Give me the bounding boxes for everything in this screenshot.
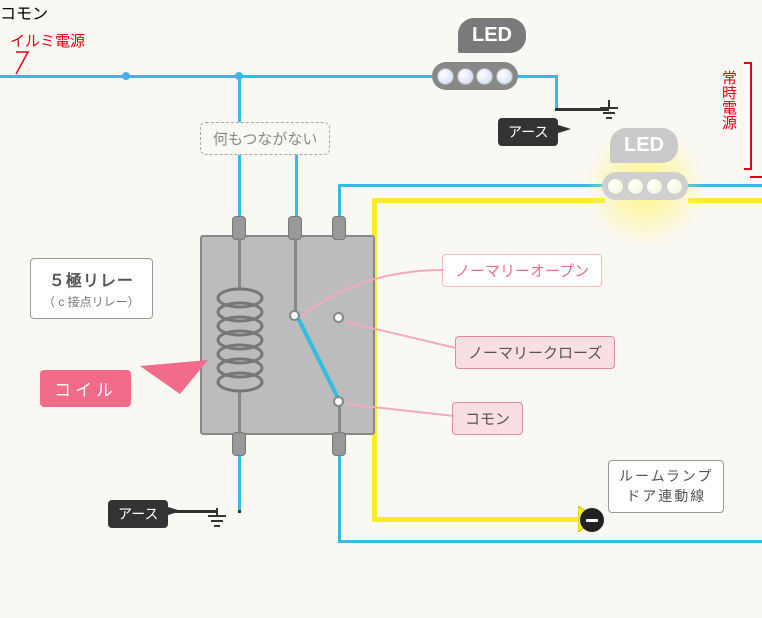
contact-no bbox=[289, 310, 300, 321]
contact-common bbox=[333, 396, 344, 407]
wire-common-right bbox=[338, 540, 762, 543]
relay-terminal bbox=[332, 216, 346, 240]
relay-inner-wire bbox=[338, 404, 341, 434]
led-badge-2: LED bbox=[610, 128, 678, 163]
normally-close-label: ノーマリークローズ bbox=[455, 336, 615, 369]
pointer-line bbox=[344, 402, 456, 420]
common-label: コモン bbox=[0, 0, 762, 24]
normally-open-label: ノーマリーオープン bbox=[442, 254, 602, 287]
led-badge-1: LED bbox=[458, 18, 526, 53]
node-dot bbox=[235, 72, 243, 80]
wire-yellow-bottom bbox=[372, 517, 582, 522]
wire-no-top bbox=[295, 150, 298, 220]
relay-terminal bbox=[332, 432, 346, 456]
constant-power-label: 常時電源 bbox=[718, 70, 739, 130]
wire-illumi-top bbox=[0, 75, 432, 78]
switch-arm bbox=[292, 312, 347, 408]
relay-inner-wire bbox=[294, 238, 297, 314]
speech-tail-icon bbox=[14, 50, 40, 76]
ground-label-1: アース bbox=[498, 118, 558, 146]
pointer-line bbox=[300, 268, 446, 320]
room-lamp-line1: ルームランプ bbox=[619, 467, 713, 487]
relay-inner-wire bbox=[238, 390, 241, 434]
coil-icon bbox=[214, 286, 266, 394]
relay-inner-wire bbox=[238, 238, 241, 290]
ground-tail-icon bbox=[165, 504, 183, 518]
no-connect-label: 何もつながない bbox=[200, 122, 330, 155]
ground-label-2: アース bbox=[108, 500, 168, 528]
node-dot bbox=[122, 72, 130, 80]
coil-pointer-icon bbox=[140, 360, 210, 394]
ground-icon bbox=[598, 100, 620, 122]
coil-label: コイル bbox=[40, 370, 131, 407]
wire-coil-bottom bbox=[238, 452, 241, 512]
wire-yellow-top-left bbox=[375, 198, 605, 203]
illumi-power-label: イルミ電源 bbox=[10, 30, 85, 51]
wire-common-down bbox=[338, 452, 341, 542]
led-module-2 bbox=[602, 172, 688, 200]
relay-terminal bbox=[288, 216, 302, 240]
led-module-1 bbox=[432, 62, 518, 90]
wire-led1-out bbox=[516, 75, 558, 78]
red-bracket-tail bbox=[750, 176, 762, 178]
relay-title-box: ５極リレー （ c 接点リレー） bbox=[30, 258, 153, 319]
relay-subtitle: （ c 接点リレー） bbox=[43, 293, 140, 310]
room-lamp-line2: ドア連動線 bbox=[619, 487, 713, 507]
room-lamp-box: ルームランプ ドア連動線 bbox=[608, 460, 724, 513]
wire-led1-gnd-vert bbox=[555, 75, 558, 110]
relay-title: ５極リレー bbox=[43, 267, 140, 291]
red-bracket bbox=[744, 62, 752, 170]
common-label: コモン bbox=[452, 402, 523, 435]
minus-icon bbox=[580, 508, 604, 532]
relay-terminal bbox=[232, 432, 246, 456]
pointer-line bbox=[344, 320, 458, 352]
wire-nc-to-led2 bbox=[338, 184, 605, 187]
ground-tail-icon bbox=[555, 122, 573, 136]
ground-connector bbox=[238, 510, 241, 513]
ground-connector bbox=[555, 108, 609, 111]
relay-terminal bbox=[232, 216, 246, 240]
